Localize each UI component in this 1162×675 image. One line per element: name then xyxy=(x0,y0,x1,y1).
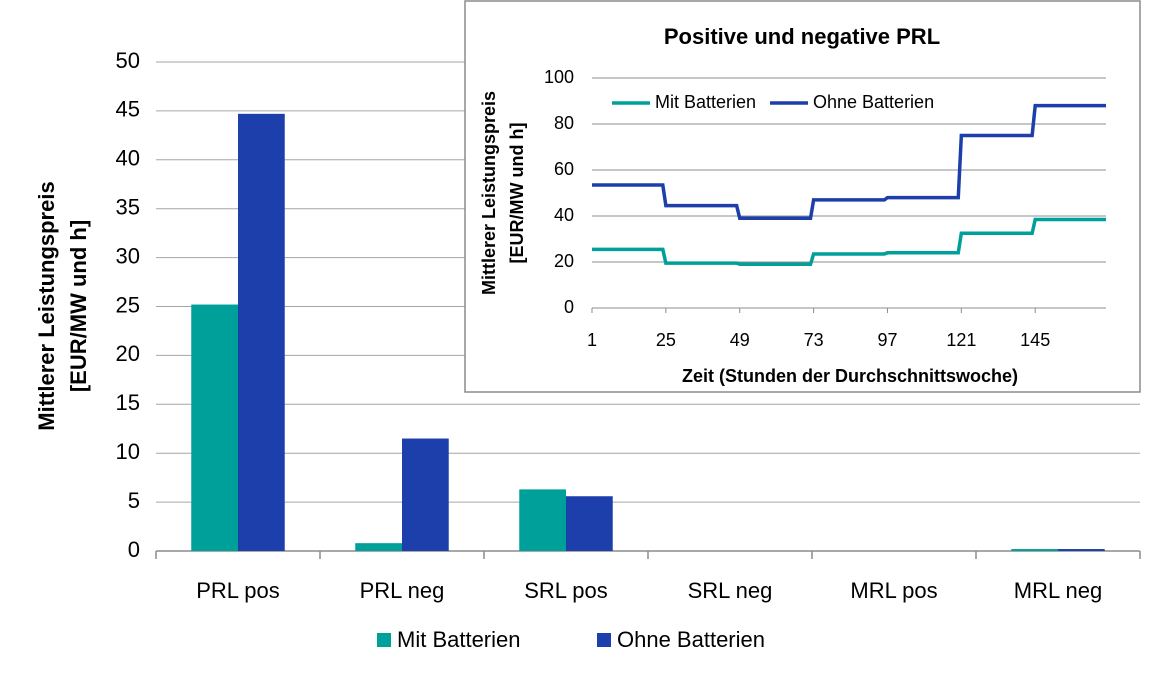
y-tick-label: 45 xyxy=(116,97,140,122)
y-tick-label: 15 xyxy=(116,390,140,415)
legend-label: Ohne Batterien xyxy=(813,92,934,112)
y-axis-label: [EUR/MW und h] xyxy=(66,220,91,392)
x-tick-label: MRL pos xyxy=(850,578,937,603)
y-tick-label: 25 xyxy=(116,292,140,317)
bar xyxy=(238,113,285,552)
legend-label: Mit Batterien xyxy=(397,627,521,652)
x-axis-label: Zeit (Stunden der Durchschnittswoche) xyxy=(682,366,1018,386)
y-tick-label: 40 xyxy=(116,146,140,171)
y-tick-label: 30 xyxy=(116,243,140,268)
y-axis-label: Mittlerer Leistungspreis xyxy=(34,181,59,430)
line xyxy=(592,217,1106,267)
y-tick-label: 35 xyxy=(116,195,140,220)
bar xyxy=(519,489,566,551)
chart-title: Positive und negative PRL xyxy=(664,24,940,49)
y-tick-label: 50 xyxy=(116,48,140,73)
x-tick-label: 1 xyxy=(587,330,597,350)
x-tick-label: SRL neg xyxy=(688,578,773,603)
x-tick-label: 73 xyxy=(804,330,824,350)
y-tick-label: 100 xyxy=(544,67,574,87)
y-tick-label: 20 xyxy=(554,251,574,271)
x-tick-label: PRL neg xyxy=(360,578,445,603)
y-tick-label: 80 xyxy=(554,113,574,133)
bar xyxy=(191,304,238,551)
x-tick-label: 97 xyxy=(877,330,897,350)
x-tick-label: SRL pos xyxy=(524,578,608,603)
bar xyxy=(1011,549,1058,551)
legend-label: Mit Batterien xyxy=(655,92,756,112)
legend-label: Ohne Batterien xyxy=(617,627,765,652)
x-tick-label: 25 xyxy=(656,330,676,350)
y-tick-label: 0 xyxy=(564,297,574,317)
x-tick-label: MRL neg xyxy=(1014,578,1102,603)
x-tick-label: PRL pos xyxy=(196,578,280,603)
y-tick-label: 0 xyxy=(128,537,140,562)
x-tick-label: 145 xyxy=(1020,330,1050,350)
legend-swatch xyxy=(377,633,391,647)
x-tick-label: 49 xyxy=(730,330,750,350)
legend-swatch xyxy=(597,633,611,647)
y-axis-label: Mittlerer Leistungspreis xyxy=(479,91,499,295)
bar xyxy=(355,543,402,551)
y-axis-label: [EUR/MW und h] xyxy=(507,123,527,264)
y-tick-label: 20 xyxy=(116,341,140,366)
inset-frame xyxy=(464,0,1141,393)
y-tick-label: 5 xyxy=(128,488,140,513)
y-tick-label: 60 xyxy=(554,159,574,179)
bar xyxy=(566,496,613,551)
bar xyxy=(402,438,449,551)
x-tick-label: 121 xyxy=(946,330,976,350)
line xyxy=(592,103,1106,221)
y-tick-label: 10 xyxy=(116,439,140,464)
bar xyxy=(1058,549,1105,551)
y-tick-label: 40 xyxy=(554,205,574,225)
